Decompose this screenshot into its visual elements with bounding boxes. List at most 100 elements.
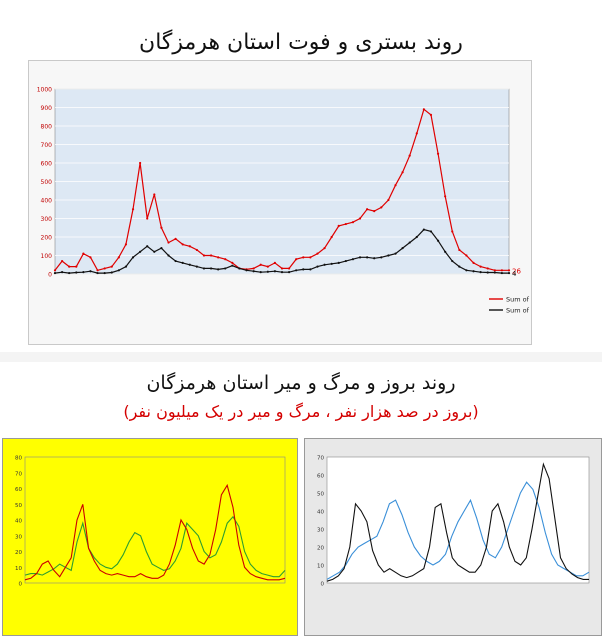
data-point <box>82 252 85 255</box>
y-tick-label: 10 <box>317 564 324 570</box>
data-point <box>96 271 99 275</box>
data-point <box>486 271 489 274</box>
top-chart-frame: 0 100 200 300 400 500 600 700 800 900 1000 26 4 Sum o… <box>28 60 550 345</box>
y-tick-label: 400 <box>41 198 53 205</box>
series-line-0 <box>24 515 286 578</box>
y-tick-label: 30 <box>15 534 22 540</box>
legend-label: Sum of بستری <box>506 296 531 304</box>
data-point <box>195 248 198 252</box>
data-point <box>444 195 447 198</box>
y-tick-label: 700 <box>41 142 53 149</box>
data-point <box>60 259 64 263</box>
data-point <box>174 237 177 240</box>
y-tick-label: 20 <box>317 546 324 552</box>
y-tick-label: 80 <box>15 456 22 462</box>
data-point <box>53 271 57 275</box>
data-point <box>401 171 404 174</box>
data-point <box>224 258 227 261</box>
data-point <box>358 217 362 220</box>
data-point <box>117 256 120 259</box>
data-point <box>373 210 376 213</box>
data-point <box>131 208 135 211</box>
data-point <box>96 269 99 272</box>
data-point <box>217 268 220 271</box>
data-point <box>408 241 411 244</box>
top-line-chart: 0 100 200 300 400 500 600 700 800 900 1000 264 Sum o… <box>37 87 550 315</box>
y-tick-label: 0 <box>19 582 23 588</box>
data-point <box>280 271 284 274</box>
y-tick-label: 50 <box>15 503 22 509</box>
data-point <box>465 254 468 257</box>
data-point <box>380 256 383 259</box>
data-point <box>252 270 255 273</box>
data-point <box>479 265 482 268</box>
data-point <box>394 184 397 187</box>
data-point <box>472 270 475 273</box>
data-point <box>124 243 128 246</box>
data-point <box>330 235 333 239</box>
data-point <box>465 269 468 272</box>
data-point <box>110 265 113 268</box>
data-point <box>259 263 262 266</box>
data-point <box>500 269 504 272</box>
data-point <box>160 226 163 229</box>
y-tick-label: 40 <box>317 510 324 516</box>
data-point <box>422 228 425 231</box>
data-point <box>500 271 504 275</box>
data-point <box>401 247 404 250</box>
data-point <box>89 256 92 259</box>
data-point <box>231 264 234 267</box>
data-point <box>252 267 255 270</box>
y-tick-label: 100 <box>41 253 53 260</box>
data-point <box>479 271 482 274</box>
data-point <box>436 239 440 242</box>
data-point <box>472 261 475 264</box>
data-point <box>160 247 163 250</box>
bottom-chart-subtitle: (بروز در صد هزار نفر ، مرگ و میر در یک م… <box>123 402 479 421</box>
data-point <box>415 235 418 239</box>
data-point <box>323 247 326 250</box>
data-point <box>167 241 170 244</box>
data-point <box>458 248 461 252</box>
data-point <box>103 271 106 275</box>
incidence-chart-frame: 0 10 20 30 40 50 60 70 80 <box>2 438 298 636</box>
data-point <box>358 256 362 259</box>
data-point <box>167 254 170 257</box>
y-tick-label: 0 <box>321 582 325 588</box>
data-point <box>458 265 461 268</box>
data-point <box>344 222 347 226</box>
data-point <box>146 245 149 248</box>
data-point <box>153 193 156 196</box>
mortality-line-chart: 0 10 20 30 40 50 60 70 <box>317 456 590 588</box>
data-point <box>224 267 227 270</box>
data-point <box>53 269 57 272</box>
series-line-1 <box>326 462 589 582</box>
y-tick-label: 200 <box>41 235 53 242</box>
top-chart-title: روند بستری و فوت استان هرمزگان <box>139 30 463 55</box>
data-point <box>75 265 78 268</box>
y-tick-label: 1000 <box>37 87 52 94</box>
plot-area <box>326 456 590 584</box>
data-point <box>174 259 177 263</box>
data-point <box>444 250 447 253</box>
data-point <box>217 256 220 259</box>
top-panel: روند بستری و فوت استان هرمزگان 0 100 200 30… <box>0 0 602 352</box>
series-end-label: 26 <box>512 267 521 275</box>
data-point <box>295 258 298 261</box>
data-point <box>380 206 383 209</box>
data-point <box>295 269 298 272</box>
data-point <box>181 261 184 264</box>
plot-area <box>24 456 286 584</box>
data-point <box>366 256 369 259</box>
series-end-label: 4 <box>512 270 517 278</box>
data-point <box>259 271 262 274</box>
data-point <box>266 270 269 273</box>
data-point <box>493 269 496 272</box>
data-point <box>188 245 191 248</box>
y-tick-label: 0 <box>48 272 52 279</box>
data-point <box>451 259 454 263</box>
data-point <box>351 221 355 224</box>
data-point <box>436 152 440 155</box>
data-point <box>507 271 511 275</box>
data-point <box>89 270 92 273</box>
